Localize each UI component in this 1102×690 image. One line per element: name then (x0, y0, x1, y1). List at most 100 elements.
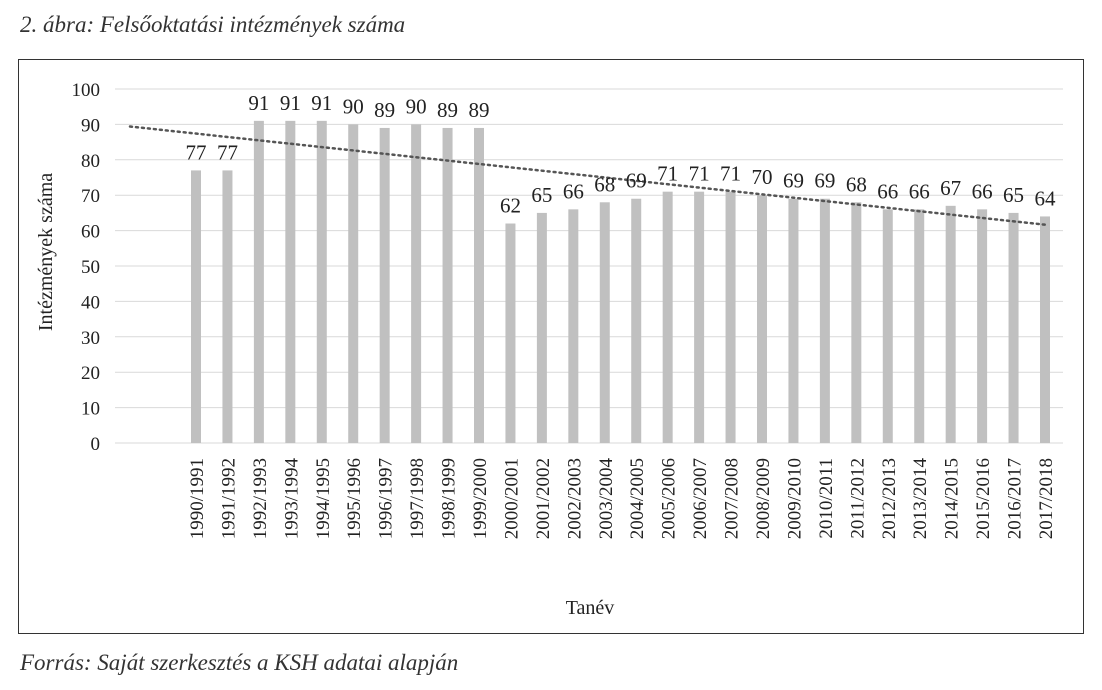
data-label: 70 (752, 165, 773, 189)
x-tick-label: 2016/2017 (1005, 458, 1026, 539)
x-tick-label: 2004/2005 (627, 458, 648, 539)
y-tick-label: 0 (91, 434, 101, 455)
x-tick-label: 1998/1999 (439, 458, 460, 539)
data-label: 65 (1003, 183, 1024, 207)
data-label: 77 (217, 140, 238, 164)
x-tick-label: 2002/2003 (564, 458, 585, 539)
x-tick-label: 1997/1998 (407, 458, 428, 539)
bar (379, 127, 390, 443)
x-tick-label: 2017/2018 (1036, 458, 1057, 539)
bar (631, 198, 642, 443)
gridlines (115, 88, 1063, 444)
bar (1008, 212, 1019, 443)
bar (191, 170, 201, 444)
x-tick-label: 1992/1993 (250, 458, 271, 539)
bar (914, 209, 925, 443)
x-tick-label: 2015/2016 (973, 458, 994, 539)
x-tick-label: 2003/2004 (596, 458, 617, 540)
data-label: 69 (814, 169, 835, 193)
bar (945, 205, 956, 443)
x-axis-title: Tanév (566, 597, 615, 619)
data-label: 66 (972, 179, 993, 203)
bar (536, 212, 547, 443)
data-label: 90 (343, 94, 364, 118)
data-label: 90 (406, 94, 427, 118)
x-tick-label: 2007/2008 (722, 458, 743, 539)
bar (568, 209, 579, 443)
data-label: 89 (469, 98, 490, 122)
bar (882, 209, 893, 443)
bar (977, 209, 988, 443)
x-tick-label: 2005/2006 (659, 458, 680, 539)
data-label: 77 (186, 140, 207, 164)
x-tick-label: 1990/1991 (187, 458, 208, 539)
x-tick-label: 2010/2011 (816, 458, 837, 539)
y-tick-label: 30 (81, 328, 100, 349)
bar (757, 195, 767, 443)
y-tick-label: 90 (81, 115, 100, 136)
y-tick-label: 10 (81, 399, 100, 420)
y-tick-label: 80 (81, 151, 100, 172)
data-label: 91 (280, 91, 301, 115)
bar (662, 191, 673, 443)
data-label: 64 (1035, 186, 1057, 210)
figure-source: Forrás: Saját szerkesztés a KSH adatai a… (20, 650, 459, 675)
data-label: 65 (531, 183, 552, 207)
x-tick-labels: 1990/1991 1991/1992 1992/1993 1993/1994 1994… (187, 458, 1057, 540)
bar (316, 120, 327, 444)
bar (442, 127, 453, 443)
y-axis-title: Intézmények száma (35, 173, 57, 331)
bar (285, 120, 296, 444)
data-label: 91 (311, 91, 332, 115)
data-label: 66 (909, 179, 930, 203)
bar (411, 124, 422, 444)
bar (694, 191, 705, 443)
bar (599, 202, 610, 443)
data-label: 66 (877, 179, 898, 203)
bar (222, 170, 233, 444)
y-tick-label: 50 (81, 257, 100, 278)
trendline-path (128, 125, 1047, 226)
bar (725, 191, 736, 443)
data-label: 89 (374, 98, 395, 122)
figure-caption: 2. ábra: Felsőoktatási intézmények száma (20, 12, 406, 37)
x-tick-label: 2013/2014 (910, 458, 931, 540)
bar (1040, 216, 1050, 443)
x-tick-label: 2009/2010 (784, 458, 805, 539)
x-tick-label: 1994/1995 (313, 458, 334, 539)
bar (505, 223, 516, 443)
data-label: 66 (563, 179, 584, 203)
y-tick-label: 70 (81, 186, 100, 207)
y-tick-label: 60 (81, 222, 100, 243)
x-tick-label: 1991/1992 (218, 458, 239, 539)
bar (819, 198, 830, 443)
bar (348, 124, 359, 444)
trendline (128, 125, 1047, 226)
data-label: 71 (689, 162, 710, 186)
x-tick-label: 1999/2000 (470, 458, 491, 539)
data-label: 69 (626, 169, 647, 193)
bar (253, 120, 264, 444)
x-tick-label: 1995/1996 (344, 458, 365, 539)
x-tick-label: 2011/2012 (847, 458, 868, 539)
data-labels: 77 77 91 91 91 90 89 90 89 89 62 65 66 68 69 71 71 71 70 69… (186, 91, 1057, 218)
bar (788, 198, 799, 443)
bar (851, 202, 862, 443)
data-label: 89 (437, 98, 458, 122)
data-label: 71 (657, 162, 678, 186)
y-tick-label: 100 (72, 80, 101, 101)
y-tick-label: 20 (81, 363, 100, 384)
data-label: 69 (783, 169, 804, 193)
x-tick-label: 1993/1994 (281, 458, 302, 540)
y-tick-labels: 0 10 20 30 40 50 60 70 80 90 100 (72, 80, 101, 455)
x-tick-label: 2012/2013 (879, 458, 900, 539)
data-label: 91 (248, 91, 269, 115)
bars (191, 120, 1050, 444)
bar (474, 127, 484, 443)
data-label: 68 (594, 172, 615, 196)
x-tick-label: 2006/2007 (690, 458, 711, 539)
data-label: 62 (500, 194, 521, 218)
chart-frame (18, 59, 1084, 634)
x-tick-label: 2008/2009 (753, 458, 774, 539)
